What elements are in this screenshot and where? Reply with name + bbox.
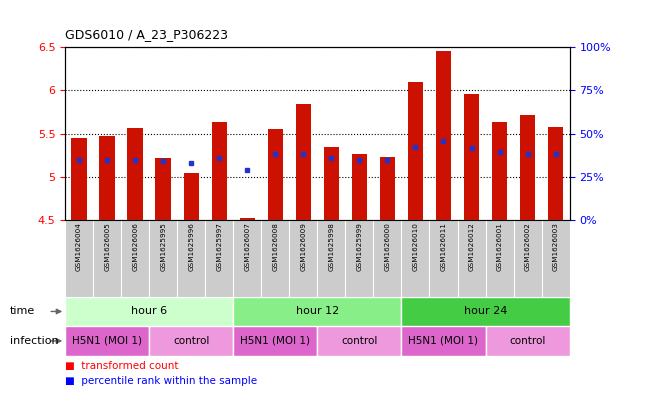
Bar: [268, 129, 283, 220]
Bar: [205, 220, 233, 297]
Text: GSM1626006: GSM1626006: [132, 222, 138, 271]
Text: GSM1625999: GSM1625999: [356, 222, 363, 271]
Bar: [380, 157, 395, 220]
Text: GSM1626003: GSM1626003: [553, 222, 559, 271]
Text: GSM1626008: GSM1626008: [272, 222, 279, 271]
Bar: [233, 297, 402, 326]
Bar: [212, 122, 227, 220]
Text: GSM1626000: GSM1626000: [385, 222, 391, 271]
Bar: [65, 297, 233, 326]
Text: GSM1626001: GSM1626001: [497, 222, 503, 271]
Bar: [458, 220, 486, 297]
Text: H5N1 (MOI 1): H5N1 (MOI 1): [240, 336, 311, 346]
Bar: [156, 158, 171, 220]
Bar: [402, 297, 570, 326]
Bar: [464, 94, 479, 220]
Bar: [436, 51, 451, 220]
Bar: [318, 326, 402, 356]
Text: H5N1 (MOI 1): H5N1 (MOI 1): [72, 336, 142, 346]
Text: hour 24: hour 24: [464, 307, 507, 316]
Bar: [149, 220, 177, 297]
Bar: [121, 220, 149, 297]
Text: control: control: [341, 336, 378, 346]
Bar: [149, 326, 233, 356]
Text: GSM1626010: GSM1626010: [413, 222, 419, 271]
Bar: [486, 326, 570, 356]
Bar: [261, 220, 289, 297]
Text: H5N1 (MOI 1): H5N1 (MOI 1): [408, 336, 478, 346]
Bar: [492, 122, 507, 220]
Text: GSM1626005: GSM1626005: [104, 222, 110, 271]
Bar: [72, 138, 87, 220]
Text: GSM1626007: GSM1626007: [244, 222, 250, 271]
Text: GSM1625996: GSM1625996: [188, 222, 194, 271]
Bar: [296, 104, 311, 220]
Text: control: control: [509, 336, 546, 346]
Bar: [542, 220, 570, 297]
Bar: [374, 220, 402, 297]
Bar: [514, 220, 542, 297]
Bar: [346, 220, 374, 297]
Bar: [240, 219, 255, 220]
Text: GSM1625997: GSM1625997: [216, 222, 222, 271]
Text: GDS6010 / A_23_P306223: GDS6010 / A_23_P306223: [65, 28, 228, 41]
Text: infection: infection: [10, 336, 59, 346]
Text: ■  percentile rank within the sample: ■ percentile rank within the sample: [65, 376, 257, 386]
Text: GSM1625998: GSM1625998: [328, 222, 335, 271]
Bar: [317, 220, 346, 297]
Text: hour 6: hour 6: [131, 307, 167, 316]
Bar: [65, 326, 149, 356]
Bar: [520, 115, 535, 220]
Text: ■  transformed count: ■ transformed count: [65, 361, 178, 371]
Bar: [65, 220, 93, 297]
Bar: [352, 154, 367, 220]
Bar: [324, 147, 339, 220]
Bar: [177, 220, 205, 297]
Text: GSM1626009: GSM1626009: [300, 222, 307, 271]
Bar: [93, 220, 121, 297]
Bar: [184, 173, 199, 220]
Bar: [408, 82, 423, 220]
Bar: [128, 128, 143, 220]
Bar: [100, 136, 115, 220]
Text: control: control: [173, 336, 210, 346]
Bar: [289, 220, 318, 297]
Bar: [548, 127, 563, 220]
Text: GSM1626011: GSM1626011: [441, 222, 447, 271]
Text: time: time: [10, 307, 35, 316]
Text: GSM1625995: GSM1625995: [160, 222, 166, 271]
Text: GSM1626002: GSM1626002: [525, 222, 531, 271]
Text: GSM1626012: GSM1626012: [469, 222, 475, 271]
Bar: [233, 326, 317, 356]
Text: hour 12: hour 12: [296, 307, 339, 316]
Bar: [233, 220, 261, 297]
Bar: [430, 220, 458, 297]
Text: GSM1626004: GSM1626004: [76, 222, 82, 271]
Bar: [486, 220, 514, 297]
Bar: [402, 220, 430, 297]
Bar: [402, 326, 486, 356]
